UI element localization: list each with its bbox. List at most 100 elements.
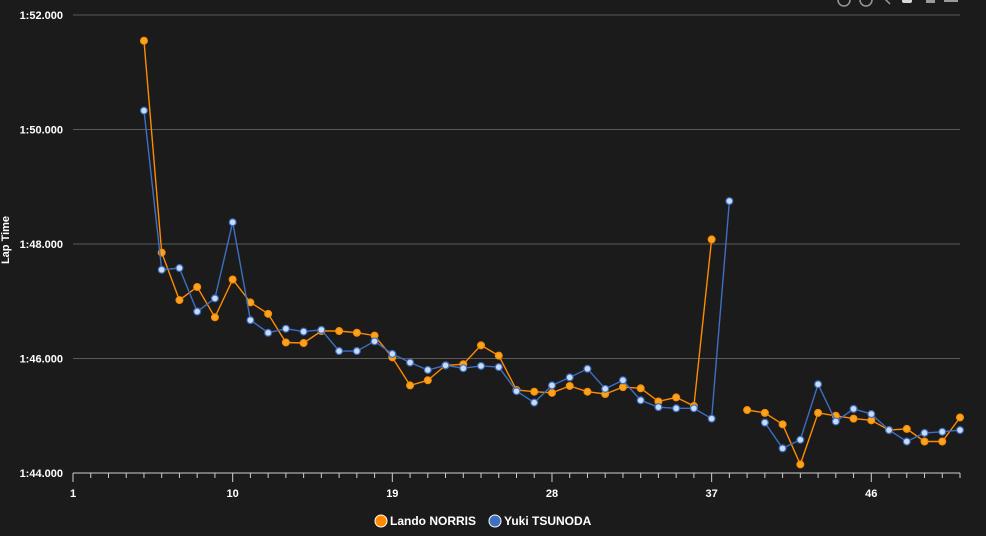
series-0 [139,36,964,469]
data-point[interactable] [175,264,184,273]
data-point[interactable] [423,376,432,385]
data-point[interactable] [760,418,769,427]
data-point[interactable] [299,327,308,336]
data-point[interactable] [547,388,556,397]
data-point[interactable] [601,384,610,393]
data-point[interactable] [352,347,361,356]
chart-toolbar [837,0,958,7]
x-axis: 1 10 19 28 37 46 [70,473,961,500]
data-point[interactable] [530,398,539,407]
data-point[interactable] [512,387,521,396]
data-point[interactable] [743,406,752,415]
data-point[interactable] [477,361,486,370]
x-tick-label: 19 [386,488,398,500]
x-tick-label: 1 [70,488,76,500]
pan-icon[interactable] [884,0,891,5]
data-point[interactable] [281,338,290,347]
data-point[interactable] [689,404,698,413]
x-tick-label: 46 [865,488,877,500]
data-point[interactable] [494,351,503,360]
data-point[interactable] [955,413,964,422]
data-point[interactable] [335,347,344,356]
data-point[interactable] [388,349,397,358]
data-point[interactable] [157,265,166,274]
data-point[interactable] [885,426,894,435]
data-point[interactable] [193,282,202,291]
data-point[interactable] [814,408,823,417]
data-point[interactable] [317,325,326,334]
data-point[interactable] [636,396,645,405]
data-point[interactable] [725,197,734,206]
grid-layer [73,14,960,474]
data-point[interactable] [494,363,503,372]
data-point[interactable] [193,307,202,316]
data-point[interactable] [938,437,947,446]
data-point[interactable] [406,358,415,367]
y-tick-label: 1:50.000 [20,125,63,137]
data-point[interactable] [477,341,486,350]
data-point[interactable] [281,324,290,333]
data-point[interactable] [778,420,787,429]
data-point[interactable] [955,426,964,435]
data-point[interactable] [814,380,823,389]
data-point[interactable] [139,36,148,45]
data-point[interactable] [423,365,432,374]
data-point[interactable] [778,444,787,453]
data-point[interactable] [530,387,539,396]
reset-icon[interactable] [902,0,912,3]
series-line [143,110,731,420]
data-point[interactable] [796,460,805,469]
x-tick-label: 28 [546,488,558,500]
data-point[interactable] [636,384,645,393]
bar-icon[interactable] [926,0,935,3]
data-point[interactable] [583,364,592,373]
data-point[interactable] [246,316,255,325]
data-point[interactable] [902,437,911,446]
data-point[interactable] [547,381,556,390]
data-point[interactable] [406,381,415,390]
zoom-out-icon[interactable] [859,0,873,7]
legend-item-norris[interactable]: Lando NORRIS [374,514,476,528]
zoom-in-icon[interactable] [837,0,851,7]
data-point[interactable] [618,383,627,392]
data-point[interactable] [264,309,273,318]
data-point[interactable] [228,275,237,284]
legend-item-tsunoda[interactable]: Yuki TSUNODA [488,514,592,528]
data-point[interactable] [672,404,681,413]
data-point[interactable] [938,427,947,436]
data-point[interactable] [707,414,716,423]
data-point[interactable] [849,414,858,423]
data-point[interactable] [210,313,219,322]
data-point[interactable] [335,327,344,336]
data-point[interactable] [565,373,574,382]
data-point[interactable] [210,294,219,303]
data-point[interactable] [831,417,840,426]
data-point[interactable] [920,437,929,446]
x-tick-label: 37 [706,488,718,500]
data-point[interactable] [459,364,468,373]
data-point[interactable] [618,376,627,385]
data-point[interactable] [867,410,876,419]
data-point[interactable] [352,328,361,337]
data-point[interactable] [707,235,716,244]
legend: Lando NORRIS Yuki TSUNODA [374,514,592,528]
menu-icon[interactable] [944,0,958,2]
y-axis-label: Lap Time [0,216,12,264]
data-point[interactable] [583,387,592,396]
data-point[interactable] [760,408,769,417]
data-point[interactable] [565,381,574,390]
data-point[interactable] [441,361,450,370]
data-point[interactable] [920,428,929,437]
data-point[interactable] [672,393,681,402]
data-point[interactable] [175,296,184,305]
data-point[interactable] [902,424,911,433]
data-point[interactable] [796,435,805,444]
legend-marker-tsunoda [488,514,502,528]
data-point[interactable] [370,337,379,346]
data-point[interactable] [139,106,148,115]
data-point[interactable] [264,328,273,337]
data-point[interactable] [299,339,308,348]
data-point[interactable] [654,403,663,412]
data-point[interactable] [849,404,858,413]
data-point[interactable] [228,218,237,227]
